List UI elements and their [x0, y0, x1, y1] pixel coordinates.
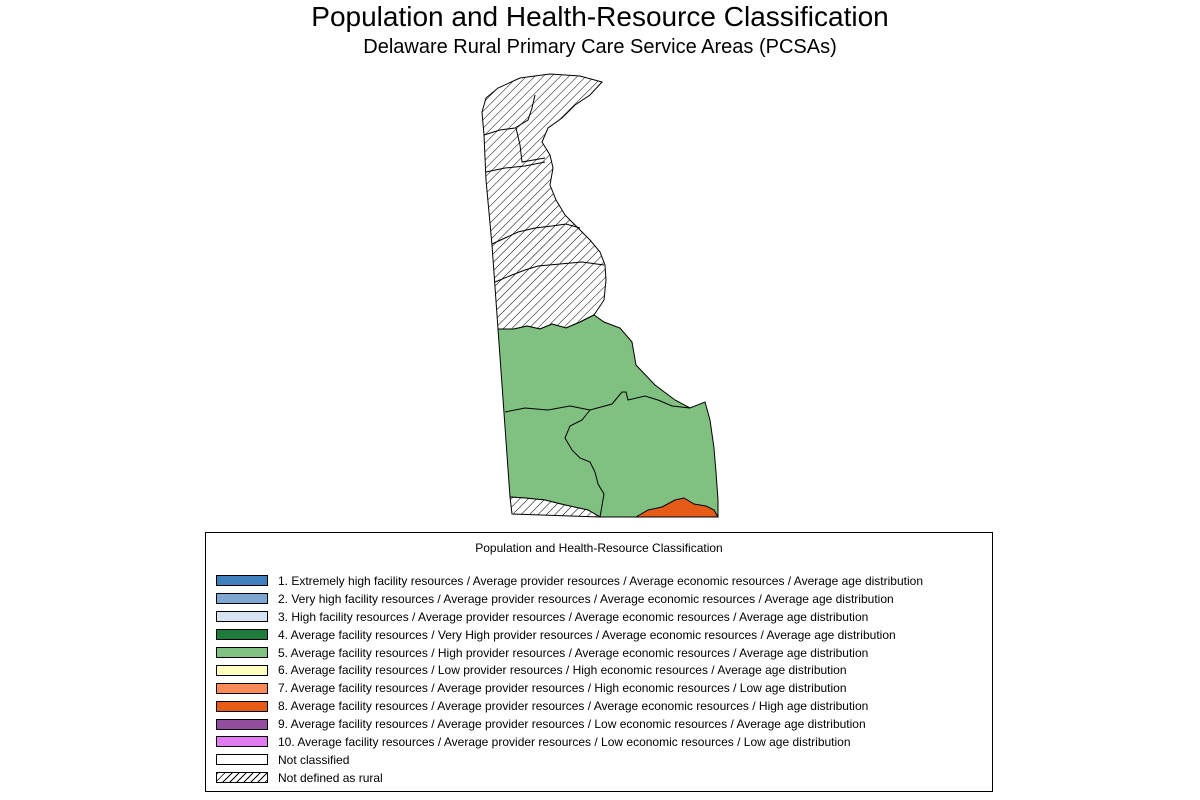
legend-item: Not defined as rural — [216, 769, 923, 787]
legend-swatch — [216, 575, 268, 587]
legend-item: 9. Average facility resources / Average … — [216, 715, 923, 733]
legend-item: 5. Average facility resources / High pro… — [216, 644, 923, 662]
legend-label: 7. Average facility resources / Average … — [278, 681, 847, 696]
legend-label: 8. Average facility resources / Average … — [278, 699, 869, 714]
legend-swatch — [216, 700, 268, 712]
legend-label: 5. Average facility resources / High pro… — [278, 645, 869, 660]
legend-item: 7. Average facility resources / Average … — [216, 679, 923, 697]
map-title: Population and Health-Resource Classific… — [311, 1, 889, 32]
legend-swatch — [216, 629, 268, 641]
map-boundary-north-1 — [483, 94, 536, 136]
legend-swatch — [216, 593, 268, 605]
map-boundary-north-5 — [494, 261, 605, 283]
legend-label: 1. Extremely high facility resources / A… — [278, 573, 923, 588]
map-region-northern — [481, 73, 607, 330]
map-boundary-north-2 — [515, 127, 546, 163]
legend-item: 4. Average facility resources / Very Hig… — [216, 626, 923, 644]
legend-swatch — [216, 754, 268, 766]
map-boundary-west-east — [504, 391, 691, 413]
map-region-southwest-corner — [509, 496, 601, 518]
map-legend: Population and Health-Resource Classific… — [205, 532, 993, 792]
map-region-southeast-corner — [634, 497, 719, 518]
legend-label: 4. Average facility resources / Very Hig… — [278, 627, 896, 642]
legend-label: Not classified — [278, 752, 350, 767]
map-boundary-north-4 — [491, 223, 581, 245]
legend-item: 1. Extremely high facility resources / A… — [216, 572, 923, 590]
legend-item: 8. Average facility resources / Average … — [216, 697, 923, 715]
legend-item: 6. Average facility resources / Low prov… — [216, 661, 923, 679]
legend-swatch — [216, 647, 268, 658]
legend-items: 1. Extremely high facility resources / A… — [216, 572, 923, 787]
legend-swatch-hatch — [216, 772, 268, 784]
map-boundary-central — [564, 409, 605, 518]
legend-swatch — [216, 736, 268, 748]
legend-label: 6. Average facility resources / Low prov… — [278, 663, 847, 678]
legend-label: Not defined as rural — [278, 770, 383, 785]
legend-item: 2. Very high facility resources / Averag… — [216, 590, 923, 608]
legend-item: 3. High facility resources / Average pro… — [216, 608, 923, 626]
legend-label: 2. Very high facility resources / Averag… — [278, 591, 894, 606]
legend-label: 10. Average facility resources / Average… — [278, 734, 851, 749]
legend-swatch — [216, 718, 268, 730]
map-boundary-north-3 — [485, 161, 546, 173]
legend-label: 3. High facility resources / Average pro… — [278, 609, 869, 624]
legend-item: Not classified — [216, 751, 923, 769]
legend-label: 9. Average facility resources / Average … — [278, 717, 866, 732]
legend-item: 10. Average facility resources / Average… — [216, 733, 923, 751]
legend-swatch — [216, 664, 268, 676]
map-subtitle: Delaware Rural Primary Care Service Area… — [363, 36, 837, 58]
map-region-green-west — [497, 314, 719, 518]
legend-title: Population and Health-Resource Classific… — [475, 541, 723, 555]
legend-swatch — [216, 682, 268, 694]
legend-swatch — [216, 611, 268, 623]
